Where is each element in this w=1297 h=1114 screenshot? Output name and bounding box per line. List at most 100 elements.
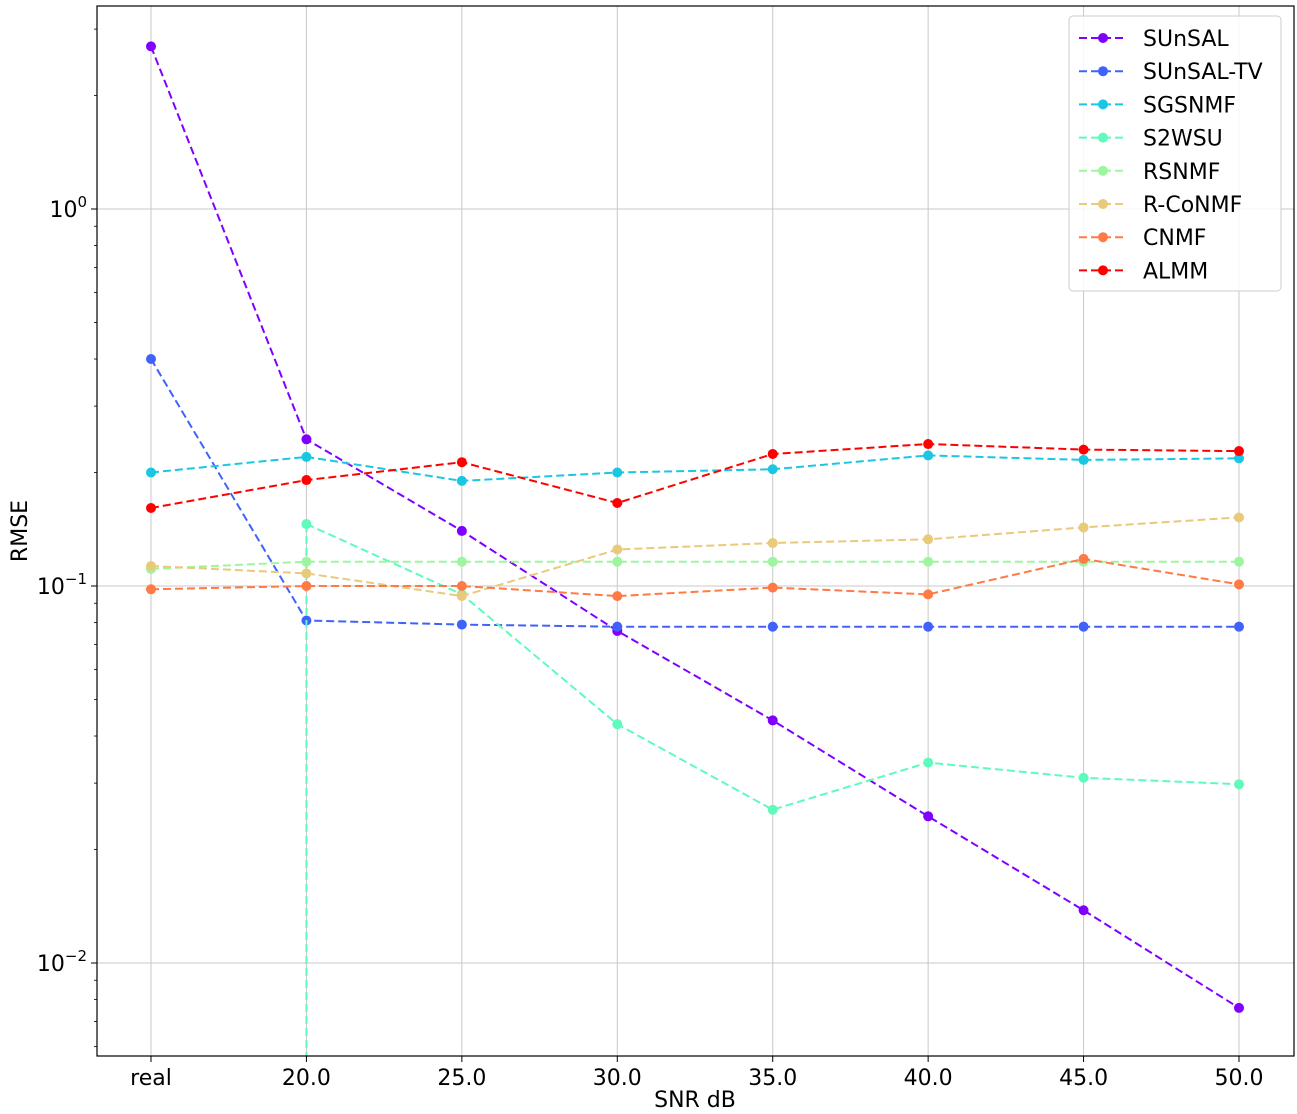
data-point	[456, 525, 467, 536]
x-axis-label: SNR dB	[654, 1088, 736, 1113]
series-line	[150, 557, 1240, 598]
data-point	[456, 619, 467, 630]
axis-ticks: real 20.0 25.0 30.0 35.0 40.0 45.0 50.0 100 10−1 1…	[37, 28, 1264, 1091]
data-point	[1078, 522, 1089, 533]
data-point	[612, 719, 623, 730]
series-line	[150, 358, 1239, 628]
legend-entry: S2WSU	[1079, 127, 1223, 152]
data-point	[767, 715, 778, 726]
data-point	[923, 556, 934, 567]
data-point	[612, 591, 623, 602]
data-point	[146, 584, 156, 595]
data-point	[1234, 1002, 1244, 1013]
data-point	[1234, 512, 1244, 523]
data-point	[923, 811, 934, 822]
data-point	[456, 457, 467, 468]
legend-swatch-marker	[1098, 66, 1108, 77]
data-point	[612, 556, 623, 567]
data-series	[146, 41, 1244, 1056]
series-line	[150, 46, 1240, 1009]
data-point	[146, 467, 156, 478]
data-point	[612, 544, 623, 555]
data-point	[1078, 553, 1089, 564]
legend-entry: R-CoNMF	[1079, 193, 1242, 218]
data-point	[301, 568, 312, 579]
data-point	[1234, 621, 1244, 632]
data-point	[146, 503, 156, 514]
series-line	[150, 454, 1240, 482]
legend-entry: SGSNMF	[1079, 93, 1236, 118]
legend-swatch-marker	[1098, 265, 1108, 276]
data-point	[301, 581, 312, 591]
legend-swatch-marker	[1098, 99, 1108, 110]
legend-swatch-marker	[1098, 33, 1108, 43]
legend-label: CNMF	[1143, 226, 1206, 251]
legend-label: RSNMF	[1143, 160, 1220, 185]
legend-entry: CNMF	[1079, 226, 1206, 251]
data-point	[1234, 556, 1244, 567]
series-line	[150, 560, 1239, 570]
legend-label: SUnSAL	[1143, 27, 1229, 52]
data-point	[923, 534, 934, 545]
data-point	[767, 538, 778, 549]
data-point	[923, 439, 934, 450]
data-point	[301, 434, 312, 445]
data-point	[923, 589, 934, 600]
data-point	[767, 804, 778, 815]
legend: SUnSAL SUnSAL-TV SGSNMF S2WSU RSNMF R-CoNMF CN…	[1068, 15, 1282, 292]
data-point	[1234, 446, 1244, 457]
series-sunsal-tv	[146, 354, 1244, 632]
data-point	[1078, 621, 1089, 632]
series-cnmf	[146, 553, 1244, 602]
data-point	[456, 556, 467, 567]
data-point	[1078, 772, 1089, 783]
legend-box	[1068, 15, 1282, 292]
x-tick-label: 45.0	[1059, 1066, 1108, 1091]
legend-entry: SUnSAL-TV	[1079, 60, 1263, 85]
data-point	[456, 591, 467, 602]
series-sgsnmf	[146, 450, 1244, 486]
data-point	[612, 498, 623, 509]
legend-swatch-marker	[1098, 132, 1108, 143]
data-point	[767, 582, 778, 593]
legend-swatch-marker	[1098, 232, 1108, 243]
legend-label: SGSNMF	[1143, 93, 1236, 118]
data-point	[301, 451, 312, 462]
x-tick-label: 20.0	[282, 1066, 331, 1091]
data-point	[767, 621, 778, 632]
series-line	[150, 442, 1240, 509]
legend-label: R-CoNMF	[1143, 193, 1242, 218]
x-tick-label: 50.0	[1215, 1066, 1264, 1091]
data-point	[456, 475, 467, 486]
x-tick-label: 40.0	[904, 1066, 953, 1091]
series-line	[150, 516, 1240, 598]
data-point	[767, 556, 778, 567]
y-tick-label: 100	[49, 193, 87, 223]
x-tick-label: real	[130, 1066, 172, 1091]
data-point	[146, 354, 156, 365]
x-tick-label: 30.0	[593, 1066, 642, 1091]
series-r-conmf	[146, 512, 1244, 602]
data-point	[1234, 779, 1244, 790]
data-point	[301, 475, 312, 486]
data-point	[767, 464, 778, 475]
data-point	[146, 560, 156, 571]
data-point	[612, 467, 623, 478]
data-point	[301, 556, 312, 567]
y-axis-label: RMSE	[8, 500, 33, 562]
data-point	[301, 519, 312, 530]
legend-swatch-marker	[1098, 165, 1108, 176]
data-point	[923, 757, 934, 768]
y-tick-label: 10−2	[37, 947, 87, 977]
legend-entry: SUnSAL	[1079, 27, 1229, 52]
data-point	[1078, 444, 1089, 455]
data-point	[1078, 905, 1089, 916]
x-tick-label: 25.0	[437, 1066, 486, 1091]
legend-swatch-marker	[1098, 199, 1108, 209]
data-point	[1078, 454, 1089, 465]
data-point	[456, 581, 467, 591]
legend-label: ALMM	[1143, 259, 1208, 284]
x-tick-label: 35.0	[748, 1066, 797, 1091]
legend-label: SUnSAL-TV	[1143, 60, 1263, 85]
